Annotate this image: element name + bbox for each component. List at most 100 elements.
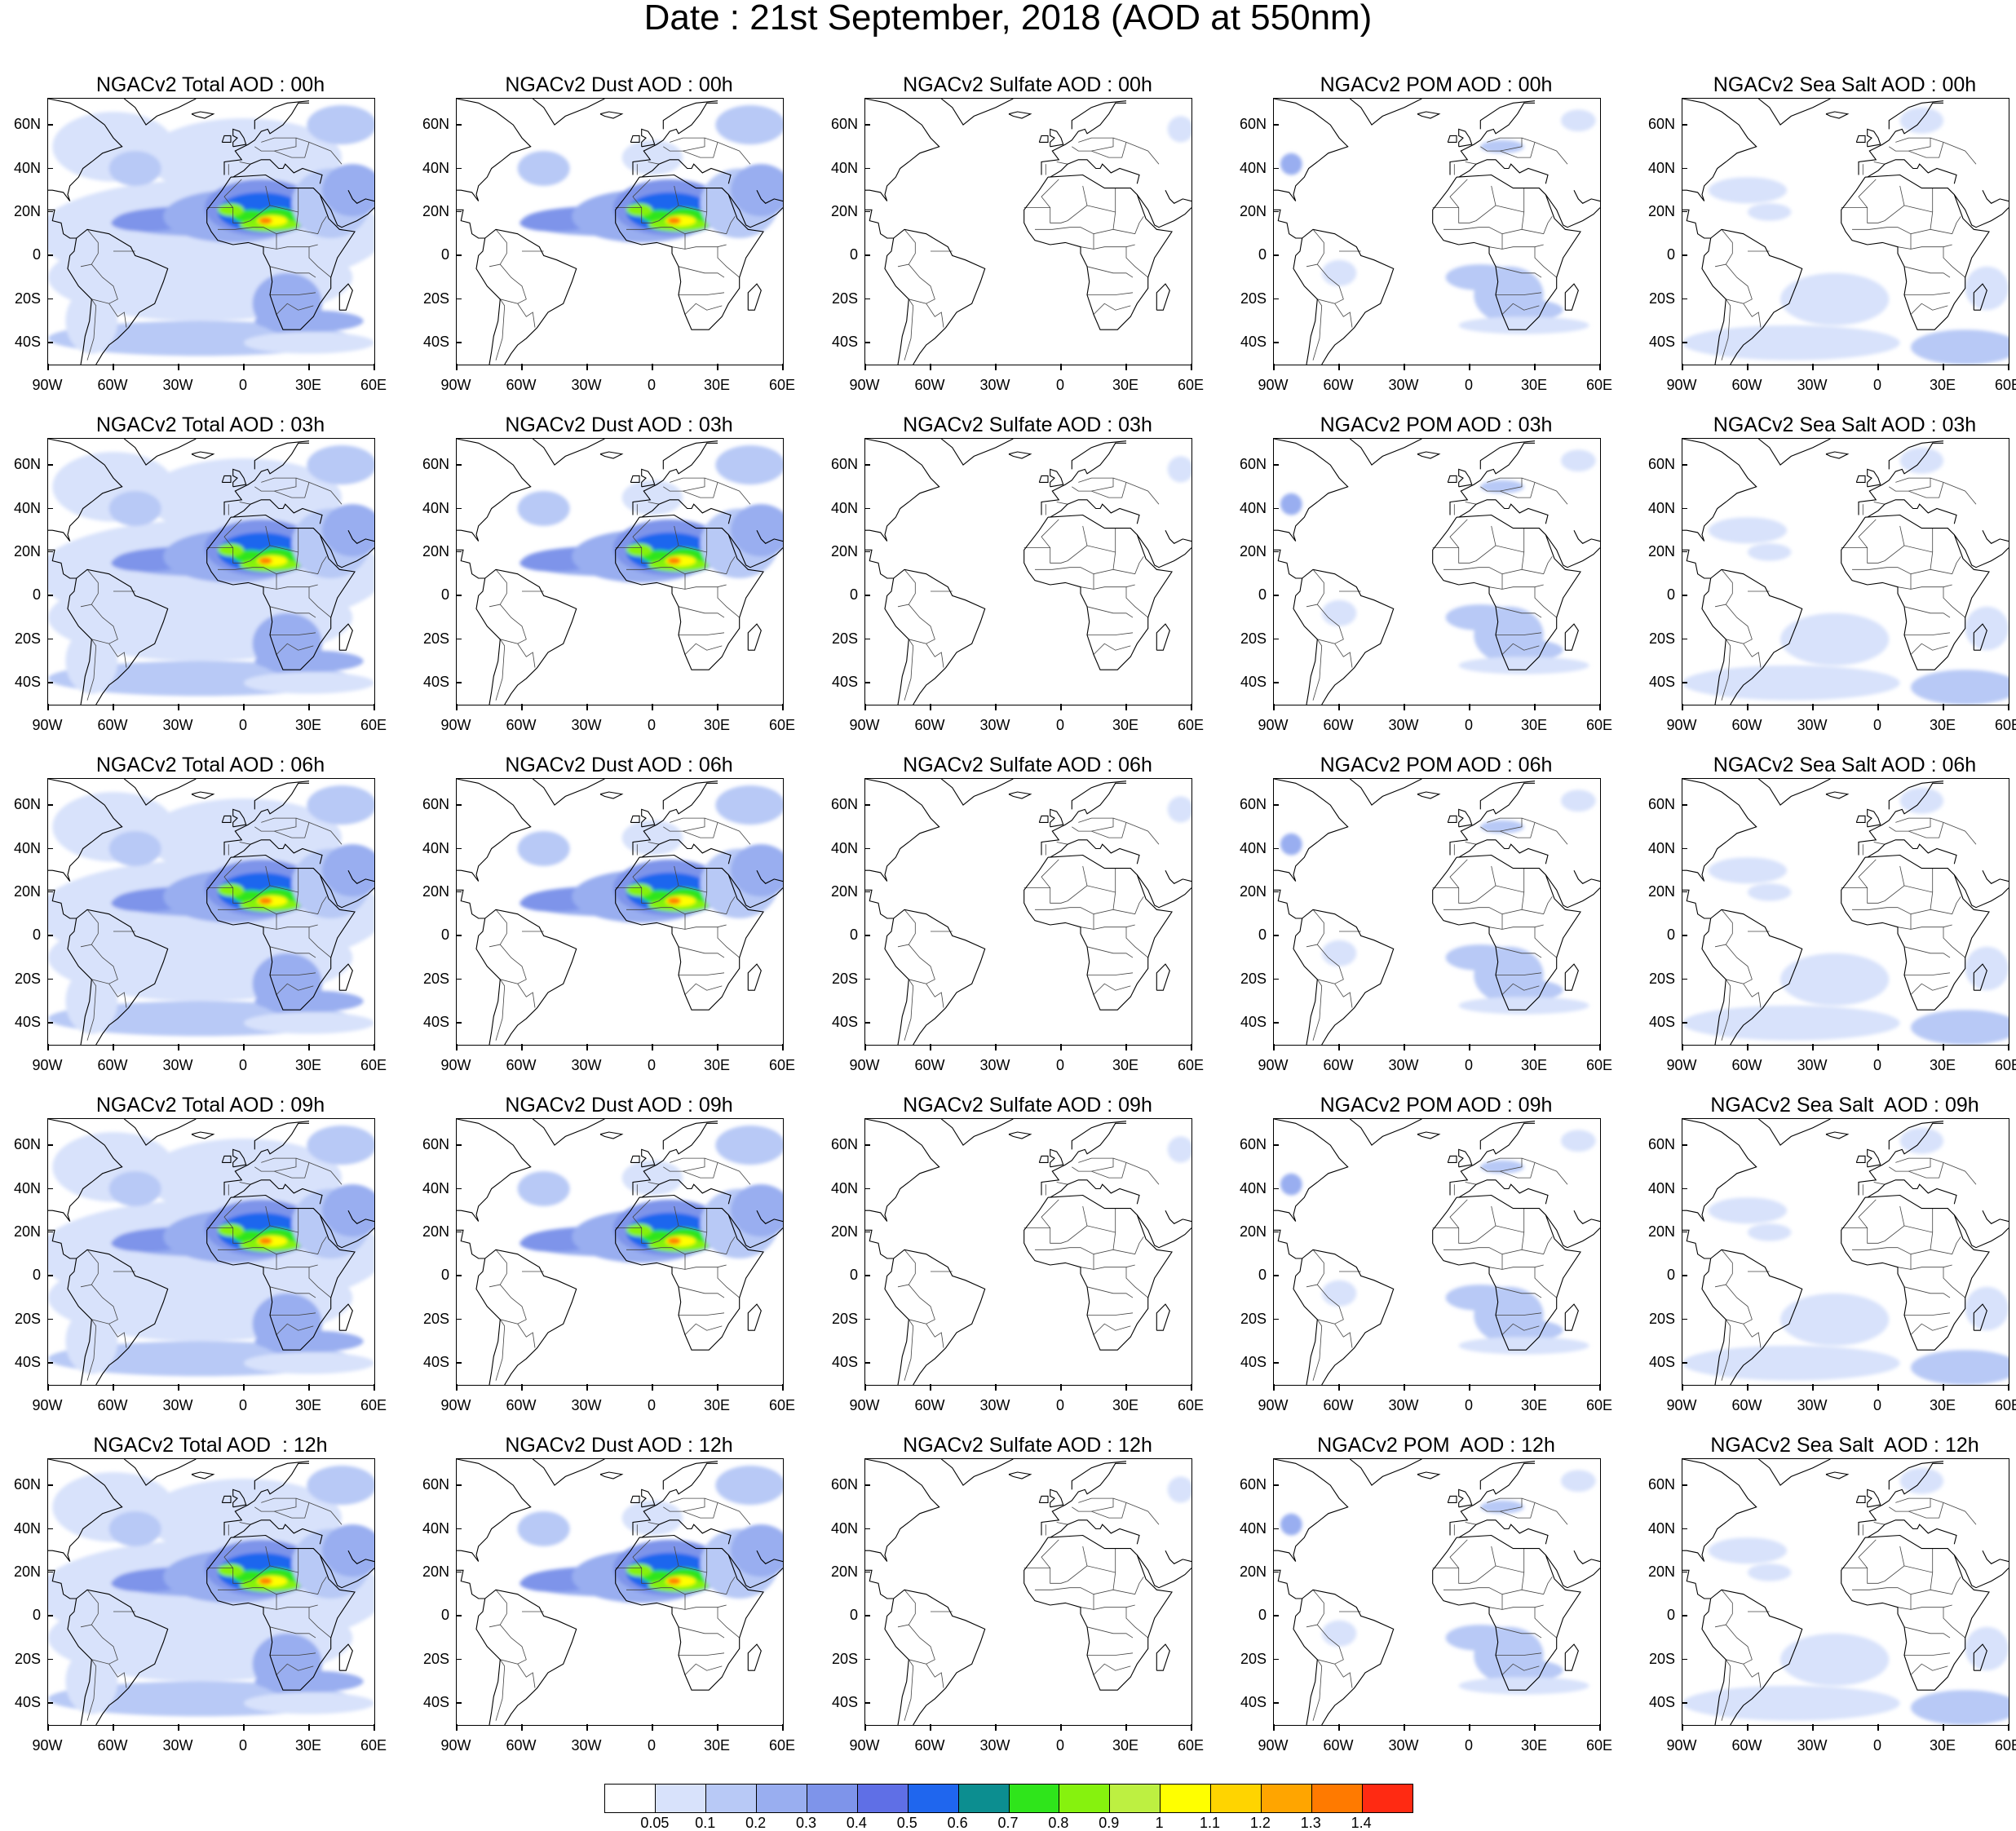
lon-tick-label: 30E [1520, 377, 1548, 393]
country-border [663, 1157, 705, 1172]
country-border [308, 586, 331, 618]
lon-tick-label: 90W [1666, 1057, 1697, 1073]
country-border [295, 556, 327, 575]
aod-shading [1445, 604, 1515, 631]
lat-tick-label: 20N [830, 202, 858, 219]
lat-tick-label: 20S [1240, 630, 1267, 647]
country-border [1080, 1607, 1094, 1610]
lon-tick [930, 1384, 931, 1391]
lat-tick [864, 1528, 870, 1529]
lon-tick [178, 1724, 179, 1731]
lon-tick [2008, 1384, 2009, 1391]
aod-shading [1561, 789, 1596, 812]
lat-tick [864, 1144, 870, 1146]
coastline [1867, 839, 1957, 865]
country-border [489, 604, 527, 644]
country-border [1501, 1594, 1544, 1610]
coastline [747, 1303, 762, 1331]
country-border [1091, 817, 1127, 838]
coastline [48, 1229, 77, 1259]
coastline [865, 1119, 940, 1222]
country-border [239, 161, 251, 165]
lat-tick-label: 20N [1647, 202, 1675, 219]
country-border [276, 913, 318, 930]
lon-tick-label: 30E [1929, 717, 1956, 733]
lon-tick-label: 30E [703, 1397, 731, 1413]
lat-tick [1682, 638, 1687, 640]
coastline [1165, 529, 1191, 544]
lon-tick-label: 60E [1994, 1737, 2016, 1754]
lat-tick-label: 60N [422, 1476, 449, 1493]
lat-tick [47, 1187, 53, 1189]
country-border [1041, 1199, 1059, 1228]
coastline [662, 1461, 718, 1490]
aod-shading [1445, 264, 1515, 291]
country-border [1534, 142, 1568, 165]
country-border [684, 913, 727, 930]
lat-tick [456, 935, 462, 936]
lon-tick [1812, 1384, 1814, 1391]
country-border [263, 1267, 277, 1270]
panel-title: NGACv2 Total AOD : 09h [95, 1094, 325, 1117]
colorbar-label: 0.6 [947, 1815, 968, 1831]
country-border [269, 266, 316, 278]
coastline [338, 963, 353, 991]
coastline [1841, 174, 1990, 330]
lat-tick-label: 40N [13, 839, 41, 856]
country-border [904, 1249, 916, 1285]
aod-shading [218, 1563, 244, 1577]
coastline [191, 791, 215, 799]
lat-tick-label: 0 [849, 1607, 858, 1624]
country-border [276, 1254, 318, 1270]
lon-tick-label: 90W [32, 1737, 63, 1754]
lat-tick [47, 254, 53, 256]
coastline [1682, 889, 1711, 919]
lon-tick [864, 1384, 866, 1391]
coastline [727, 194, 783, 228]
lon-tick [1273, 364, 1275, 370]
aod-shading [244, 1351, 374, 1374]
lon-tick [1747, 704, 1749, 710]
coastline [1023, 174, 1173, 330]
country-border [1873, 502, 1886, 505]
aod-shading [1321, 599, 1357, 626]
map-panel: NGACv2 POM AOD : 03h 60N 40N 20N 0 20S 40S 90W 6… [1226, 414, 1634, 740]
coastline [457, 1569, 485, 1599]
country-border [1858, 519, 1877, 548]
lat-tick-label: 60N [1239, 116, 1267, 133]
lon-tick [782, 704, 784, 710]
lon-tick [782, 1044, 784, 1050]
country-border [684, 1254, 727, 1270]
coastline [1274, 209, 1302, 239]
lat-tick-label: 0 [32, 1267, 41, 1284]
lon-tick-label: 30E [1520, 1057, 1548, 1073]
country-border [1903, 606, 1951, 618]
coastline [1041, 1122, 1126, 1196]
lon-tick [1682, 1384, 1683, 1391]
country-border [1714, 1624, 1753, 1665]
country-border [1041, 179, 1059, 208]
coastline [1982, 189, 2009, 204]
panel-title: NGACv2 Sulfate AOD : 06h [903, 754, 1152, 776]
coastline [1825, 1131, 1850, 1139]
coastline [532, 779, 605, 806]
aod-map [456, 1458, 784, 1726]
coastline [338, 1643, 353, 1671]
lon-tick-label: 90W [849, 1737, 880, 1754]
lat-tick-label: 20N [830, 882, 858, 900]
lon-tick [1191, 1384, 1192, 1391]
lon-tick [2008, 1044, 2009, 1050]
country-border [1056, 1522, 1068, 1525]
lat-tick-label: 20S [1648, 1310, 1675, 1327]
lat-tick [864, 595, 870, 596]
lon-tick [864, 1724, 866, 1731]
aod-map [1682, 1458, 2009, 1726]
lat-tick [1273, 1231, 1279, 1233]
aod-shading [108, 491, 161, 526]
aod-shading [1480, 1160, 1524, 1174]
lat-tick-label: 0 [1666, 1607, 1675, 1624]
coastline [1545, 534, 1600, 568]
country-border [308, 1162, 343, 1185]
aod-shading [307, 785, 374, 825]
lat-tick-label: 0 [32, 586, 41, 604]
